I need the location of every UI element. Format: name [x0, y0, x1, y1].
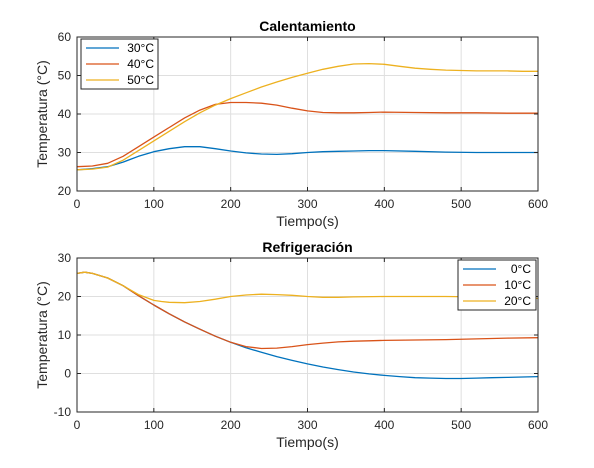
- x-tick-label: 400: [374, 197, 394, 211]
- x-tick-label: 200: [221, 418, 241, 432]
- x-tick-label: 0: [74, 197, 81, 211]
- x-tick-label: 500: [451, 197, 471, 211]
- x-tick-label: 0: [74, 418, 81, 432]
- x-tick-label: 600: [528, 197, 548, 211]
- legend-label: 40°C: [127, 57, 154, 71]
- y-tick-label: 20: [58, 290, 72, 304]
- y-tick-label: 20: [58, 184, 72, 198]
- y-tick-label: 30: [58, 251, 72, 265]
- legend: 0°C 10°C 20°C: [457, 259, 537, 311]
- series-line-30°C: [76, 146, 538, 171]
- x-tick-label: 300: [297, 418, 317, 432]
- legend-label: 10°C: [504, 278, 531, 292]
- y-tick-label: 40: [58, 107, 72, 121]
- y-tick-label: 50: [58, 69, 72, 83]
- series-line-50°C: [76, 62, 538, 171]
- x-tick-label: 100: [144, 197, 164, 211]
- x-tick-label: 100: [144, 418, 164, 432]
- x-tick-label: 500: [451, 418, 471, 432]
- y-tick-label: -10: [54, 405, 72, 419]
- y-tick-label: 0: [64, 367, 71, 381]
- y-tick-label: 10: [58, 328, 72, 342]
- x-tick-label: 300: [297, 197, 317, 211]
- y-tick-label: 30: [58, 146, 72, 160]
- legend-label: 50°C: [127, 73, 154, 87]
- x-axis-label: Tiempo(s): [276, 213, 339, 229]
- x-axis-label: Tiempo(s): [276, 434, 339, 450]
- y-tick-label: 60: [58, 30, 72, 44]
- y-axis-label: Temperatura (°C): [34, 60, 50, 168]
- legend-label: 20°C: [504, 294, 531, 308]
- y-axis-label: Temperatura (°C): [34, 281, 50, 389]
- legend-label: 30°C: [127, 41, 154, 55]
- legend: 30°C 40°C 50°C: [80, 38, 159, 90]
- chart-2: 0 100 200 300 400 500 600-100102030Refrigeraci…: [34, 239, 548, 450]
- x-tick-label: 400: [374, 418, 394, 432]
- chart-1: 0 100 200 300 400 500 600 20 30 40 50 60 Calentamien…: [34, 18, 548, 229]
- chart-title: Refrigeración: [262, 239, 352, 255]
- series-line-40°C: [76, 101, 538, 168]
- series-line-20°C: [76, 271, 539, 304]
- legend-label: 0°C: [511, 262, 531, 276]
- x-tick-label: 200: [221, 197, 241, 211]
- chart-title: Calentamiento: [259, 18, 355, 34]
- x-tick-label: 600: [528, 418, 548, 432]
